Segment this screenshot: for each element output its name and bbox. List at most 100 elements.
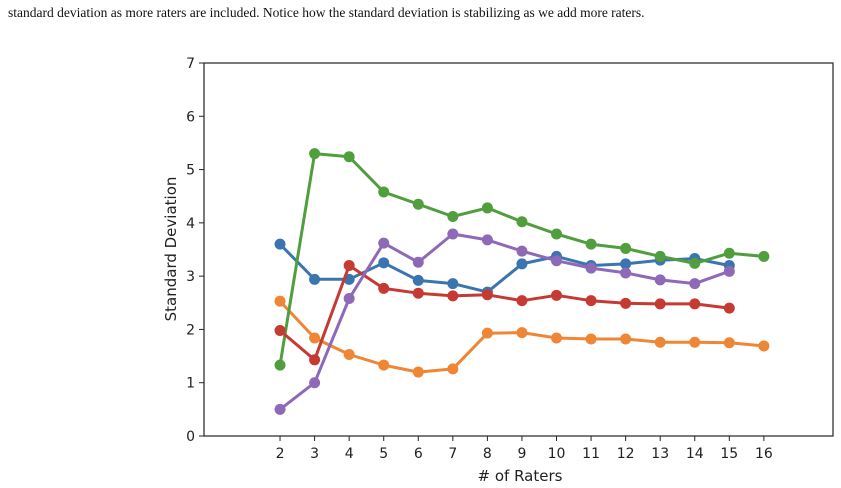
- series-line: [278, 243, 730, 294]
- data-point: [309, 332, 321, 344]
- data-point: [654, 274, 666, 286]
- x-tick-label: 8: [483, 446, 492, 462]
- y-tick-label: 2: [186, 322, 195, 338]
- data-point: [585, 295, 597, 307]
- data-point: [378, 257, 390, 269]
- y-tick-label: 5: [186, 163, 195, 179]
- data-point: [412, 256, 424, 268]
- series-1: [274, 238, 735, 298]
- data-point: [758, 340, 770, 352]
- data-point: [551, 289, 563, 301]
- data-point: [343, 259, 355, 271]
- data-point: [447, 290, 459, 302]
- data-point: [412, 366, 424, 378]
- x-tick-label: 5: [379, 446, 388, 462]
- data-point: [378, 282, 390, 294]
- data-point: [620, 333, 632, 345]
- series-line: [279, 264, 730, 362]
- data-point: [516, 295, 528, 307]
- data-point: [585, 262, 597, 274]
- series-2: [274, 295, 770, 378]
- data-point: [343, 293, 355, 305]
- data-point: [723, 265, 735, 277]
- data-point: [481, 289, 493, 301]
- data-point: [689, 336, 701, 348]
- data-point: [378, 359, 390, 371]
- data-point: [516, 216, 528, 228]
- data-point: [516, 327, 528, 339]
- data-point: [654, 250, 666, 262]
- data-point: [620, 242, 632, 254]
- data-point: [585, 238, 597, 250]
- data-point: [447, 278, 459, 290]
- series-line: [279, 232, 730, 411]
- data-point: [378, 186, 390, 198]
- data-point: [412, 198, 424, 210]
- x-tick-label: 4: [345, 446, 354, 462]
- data-point: [723, 337, 735, 349]
- x-tick-label: 3: [310, 446, 319, 462]
- data-point: [481, 234, 493, 246]
- data-point: [551, 255, 563, 267]
- series-5: [274, 228, 735, 415]
- y-tick-label: 6: [186, 109, 195, 125]
- series-3: [274, 148, 770, 371]
- figure-caption: standard deviation as more raters are in…: [8, 5, 645, 20]
- data-point: [689, 278, 701, 290]
- y-tick-label: 3: [186, 269, 195, 285]
- x-tick-label: 11: [582, 446, 600, 462]
- series-4: [274, 259, 735, 366]
- data-point: [620, 297, 632, 309]
- x-tick-label: 12: [617, 446, 635, 462]
- x-tick-label: 15: [720, 446, 738, 462]
- y-tick-label: 1: [186, 376, 195, 392]
- data-point: [412, 287, 424, 299]
- plot-frame: [203, 62, 834, 437]
- data-point: [481, 327, 493, 339]
- data-point: [654, 298, 666, 310]
- data-point: [551, 228, 563, 240]
- data-point: [516, 258, 528, 270]
- data-point: [412, 274, 424, 286]
- data-point: [723, 302, 735, 314]
- data-point: [343, 151, 355, 163]
- data-point: [620, 258, 632, 270]
- y-axis-label: Standard Deviation: [162, 177, 180, 322]
- data-point: [758, 250, 770, 262]
- data-point: [309, 273, 321, 285]
- x-tick-label: 10: [548, 446, 566, 462]
- data-point: [274, 295, 286, 307]
- data-point: [274, 324, 286, 336]
- x-tick-label: 7: [448, 446, 457, 462]
- data-point: [309, 148, 321, 160]
- data-point: [309, 377, 321, 389]
- x-tick-label: 14: [686, 446, 704, 462]
- data-point: [447, 228, 459, 240]
- data-point: [689, 257, 701, 269]
- data-point: [274, 238, 286, 250]
- data-point: [585, 333, 597, 345]
- x-tick-label: 6: [414, 446, 423, 462]
- y-tick-label: 4: [186, 216, 195, 232]
- data-point: [620, 267, 632, 279]
- data-point: [723, 247, 735, 259]
- data-point: [481, 202, 493, 214]
- x-axis-label: # of Raters: [478, 467, 563, 485]
- data-point: [447, 363, 459, 375]
- data-point: [516, 245, 528, 257]
- data-point: [447, 210, 459, 222]
- y-tick-label: 0: [186, 429, 195, 445]
- data-point: [309, 354, 321, 366]
- x-tick-label: 16: [755, 446, 773, 462]
- data-point: [551, 332, 563, 344]
- data-point: [654, 336, 666, 348]
- data-point: [274, 359, 286, 371]
- data-point: [689, 298, 701, 310]
- data-point: [343, 348, 355, 360]
- x-tick-label: 13: [651, 446, 669, 462]
- data-point: [274, 403, 286, 415]
- x-tick-label: 9: [517, 446, 526, 462]
- y-tick-label: 7: [186, 56, 195, 72]
- data-point: [378, 237, 390, 249]
